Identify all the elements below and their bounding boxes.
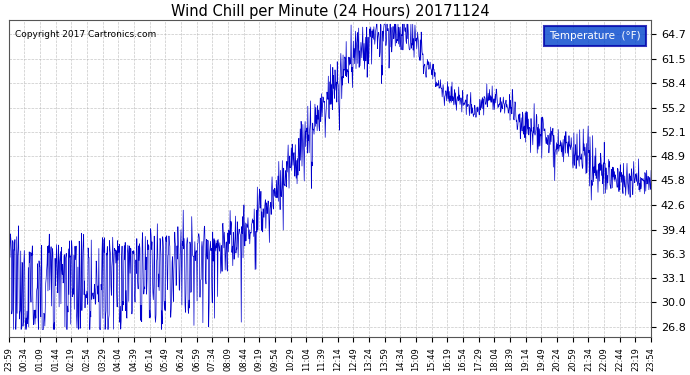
Title: Wind Chill per Minute (24 Hours) 20171124: Wind Chill per Minute (24 Hours) 2017112…	[170, 4, 489, 19]
Legend: Temperature  (°F): Temperature (°F)	[544, 26, 646, 46]
Text: Copyright 2017 Cartronics.com: Copyright 2017 Cartronics.com	[15, 30, 157, 39]
